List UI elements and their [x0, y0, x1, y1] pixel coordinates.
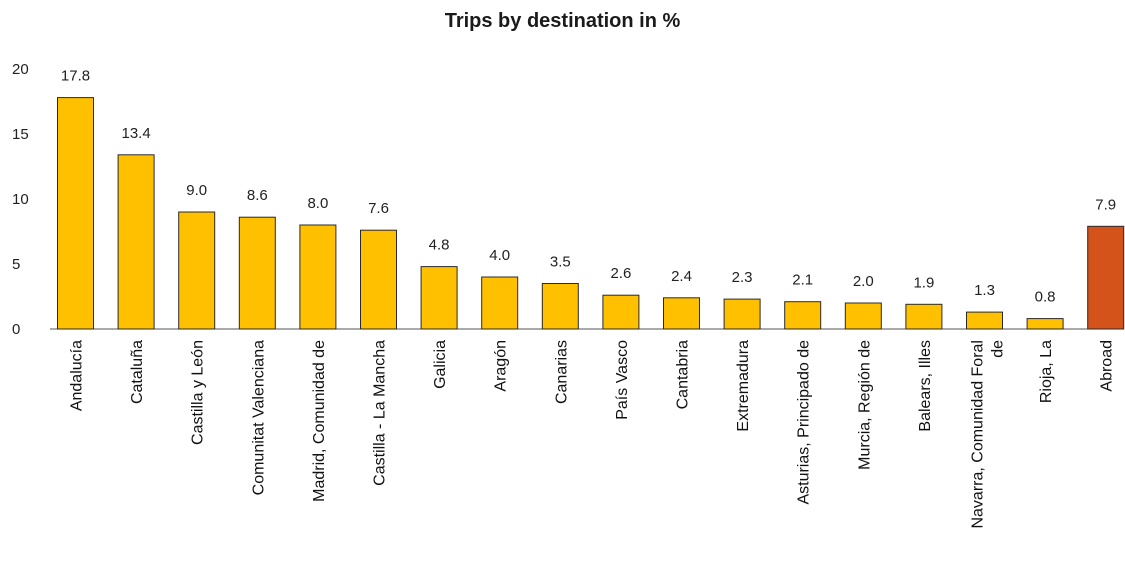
- y-tick-label: 5: [12, 256, 20, 273]
- x-tick-label: Extremadura: [735, 340, 752, 432]
- data-label: 0.8: [1035, 289, 1056, 306]
- data-label: 4.8: [429, 237, 450, 254]
- data-label: 7.6: [368, 200, 389, 217]
- bar-15: [905, 303, 943, 330]
- bar-1: [57, 97, 94, 330]
- bar-12: [723, 298, 761, 330]
- x-tick-label: Castilla - La Mancha: [372, 340, 389, 486]
- bar-11: [663, 297, 700, 330]
- y-tick-label: 0: [12, 321, 20, 338]
- data-label: 2.0: [853, 273, 874, 290]
- x-tick-label: Andalucía: [69, 340, 86, 411]
- bar-2: [117, 154, 155, 330]
- data-label: 7.9: [1095, 196, 1116, 213]
- bar-13: [784, 301, 822, 330]
- x-tick-label: Canarias: [553, 340, 570, 404]
- x-tick-label: de: [990, 340, 1007, 358]
- data-label: 2.6: [610, 265, 631, 282]
- data-label: 2.3: [732, 269, 753, 286]
- data-label: 3.5: [550, 254, 571, 271]
- x-tick-label: Aragón: [493, 340, 510, 392]
- bar-7: [420, 266, 458, 330]
- data-label: 17.8: [61, 68, 90, 85]
- bar-8: [481, 276, 519, 330]
- data-label: 8.6: [247, 187, 268, 204]
- y-tick-label: 15: [12, 126, 29, 143]
- bar-17: [1026, 318, 1064, 330]
- x-tick-label: Comunitat Valenciana: [250, 340, 267, 495]
- bar-16: [966, 311, 1003, 330]
- data-label: 9.0: [186, 182, 207, 199]
- chart-title: Trips by destination in %: [444, 10, 681, 32]
- x-tick-label: Cantabria: [675, 340, 692, 409]
- bar-6: [360, 229, 397, 330]
- x-tick-label: Galicia: [432, 340, 449, 389]
- x-tick-label: Abroad: [1099, 340, 1116, 392]
- data-label: 8.0: [307, 195, 328, 212]
- bar-10: [602, 294, 640, 330]
- bar-18: [1087, 225, 1125, 330]
- data-label: 2.4: [671, 268, 692, 285]
- x-tick-label: Madrid, Comunidad de: [311, 340, 328, 502]
- x-tick-label: País Vasco: [614, 340, 631, 420]
- data-label: 4.0: [489, 247, 510, 264]
- y-tick-label: 10: [12, 191, 29, 208]
- data-label: 13.4: [121, 125, 150, 142]
- bar-14: [844, 302, 882, 330]
- bar-5: [299, 224, 337, 330]
- data-label: 1.3: [974, 282, 995, 299]
- data-label: 2.1: [792, 272, 813, 289]
- bar-4: [238, 216, 276, 330]
- bar-3: [178, 211, 216, 330]
- x-tick-label: Asturias, Principado de: [796, 340, 813, 505]
- x-tick-label: Murcia, Región de: [856, 340, 873, 470]
- x-tick-label: Navarra, Comunidad Foral: [970, 340, 987, 529]
- data-label: 1.9: [913, 274, 934, 291]
- x-tick-label: Rioja, La: [1038, 340, 1055, 403]
- bar-9: [541, 283, 579, 330]
- x-tick-label: Cataluña: [129, 340, 146, 404]
- x-tick-label: Castilla y León: [190, 340, 207, 445]
- x-tick-label: Balears, Illes: [917, 340, 934, 432]
- y-tick-label: 20: [12, 61, 29, 78]
